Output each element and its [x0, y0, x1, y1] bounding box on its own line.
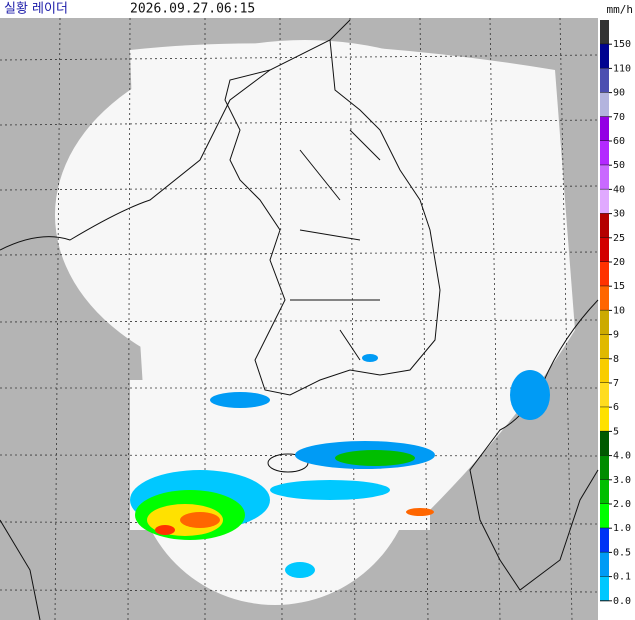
legend-label: 5 — [613, 426, 619, 437]
legend-swatch — [600, 431, 609, 456]
legend-label: 40 — [613, 184, 625, 195]
legend-swatch — [600, 528, 609, 553]
timestamp: 2026.09.27.06:15 — [130, 2, 255, 17]
legend-swatch — [600, 334, 609, 359]
legend-swatch — [600, 165, 609, 190]
legend-label: 0.5 — [613, 547, 631, 558]
legend-swatch — [600, 68, 609, 93]
legend-label: 2.0 — [613, 499, 631, 510]
legend-swatch — [600, 141, 609, 166]
legend-label: 60 — [613, 136, 625, 147]
precipitation — [130, 354, 550, 578]
legend-label: 8 — [613, 354, 619, 365]
map — [0, 17, 599, 620]
legend-label: 150 — [613, 39, 631, 50]
legend-label: 7 — [613, 378, 619, 389]
legend-label: 9 — [613, 330, 619, 341]
legend-label: 50 — [613, 160, 625, 171]
legend-swatch — [600, 286, 609, 311]
legend-swatch — [600, 116, 609, 141]
legend-swatch — [600, 407, 609, 432]
legend-label: 90 — [613, 88, 625, 99]
legend-label: 20 — [613, 257, 625, 268]
legend-label: 10 — [613, 305, 625, 316]
legend-swatch — [600, 552, 609, 577]
legend-swatch — [600, 262, 609, 287]
legend-swatch — [600, 92, 609, 117]
legend-swatch — [600, 237, 609, 262]
legend-swatch — [600, 20, 609, 45]
legend: 150 110 90 70 60 50 40 30 25 20 15 10 9 8 7 6 5 4.0 3.0 2.0… — [600, 20, 631, 607]
legend-swatch — [600, 504, 609, 529]
legend-swatch — [600, 383, 609, 408]
legend-label: 25 — [613, 233, 625, 244]
legend-swatch — [600, 576, 609, 601]
legend-swatch — [600, 358, 609, 383]
legend-label: 4.0 — [613, 451, 631, 462]
legend-label: 110 — [613, 63, 631, 74]
legend-label: 30 — [613, 209, 625, 220]
legend-swatch — [600, 189, 609, 214]
legend-label: 3.0 — [613, 475, 631, 486]
legend-swatch — [600, 310, 609, 335]
legend-label: 0.0 — [613, 596, 631, 607]
legend-swatch — [600, 479, 609, 504]
legend-swatch — [600, 455, 609, 480]
legend-label: 1.0 — [613, 523, 631, 534]
legend-swatch — [600, 213, 609, 238]
legend-label: 6 — [613, 402, 619, 413]
legend-label: 70 — [613, 112, 625, 123]
legend-label: 0.1 — [613, 572, 631, 583]
unit: mm/h — [607, 3, 634, 16]
title: 실황 레이더 — [4, 2, 68, 17]
legend-swatch — [600, 44, 609, 69]
legend-label: 15 — [613, 281, 625, 292]
